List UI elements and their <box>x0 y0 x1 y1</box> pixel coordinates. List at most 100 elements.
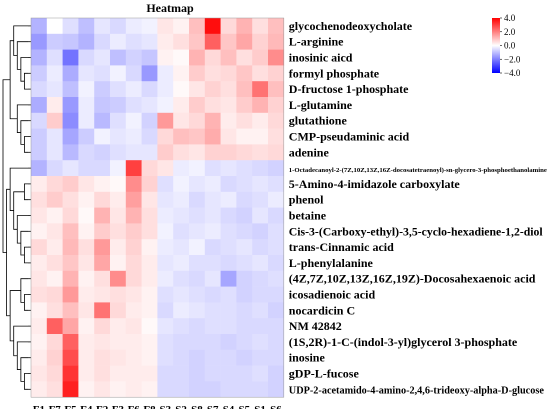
heatmap-cell <box>189 239 206 256</box>
heatmap-cell <box>268 286 285 303</box>
heatmap-cell <box>268 270 285 287</box>
heatmap-cell <box>204 176 221 193</box>
heatmap-cell <box>173 365 190 382</box>
heatmap-cell <box>94 128 111 145</box>
heatmap-cell <box>252 65 269 82</box>
heatmap-cell <box>173 144 190 161</box>
heatmap-cell <box>236 144 253 161</box>
heatmap-cell <box>62 33 79 50</box>
heatmap-cell <box>189 365 206 382</box>
heatmap-cell <box>125 334 142 351</box>
dendrogram-branch <box>6 188 11 317</box>
heatmap-cell <box>94 318 111 335</box>
heatmap-cell <box>157 223 174 240</box>
heatmap-cell <box>94 160 111 177</box>
heatmap-cell <box>31 128 48 145</box>
heatmap-cell <box>46 349 63 366</box>
heatmap-cell <box>94 255 111 272</box>
heatmap-cell <box>46 81 63 98</box>
heatmap-cell <box>110 191 127 208</box>
heatmap-cell <box>252 270 269 287</box>
heatmap-cell <box>157 381 174 398</box>
column-label: S2 <box>175 404 187 409</box>
heatmap-cell <box>189 207 206 224</box>
heatmap-cell <box>252 81 269 98</box>
heatmap-cell <box>220 81 237 98</box>
heatmap-cell <box>31 81 48 98</box>
heatmap-cell <box>46 239 63 256</box>
heatmap-cell <box>78 255 95 272</box>
heatmap-cell <box>110 176 127 193</box>
dendrogram-branch <box>16 215 28 244</box>
heatmap-cell <box>173 334 190 351</box>
heatmap-cell <box>236 286 253 303</box>
heatmap-cell <box>141 112 158 129</box>
dendrogram-branch <box>24 294 28 311</box>
heatmap-cell <box>78 349 95 366</box>
row-label: NM 42842 <box>289 319 342 333</box>
heatmap-cell <box>31 349 48 366</box>
row-labels: glycochenodeoxycholate L-arginine inosinic… <box>289 19 547 396</box>
heatmap-cell <box>141 318 158 335</box>
heatmap-cell <box>268 97 285 114</box>
heatmap-cell <box>220 128 237 145</box>
legend-tick-label: 4.0 <box>504 13 516 23</box>
heatmap-cell <box>31 381 48 398</box>
heatmap-cell <box>46 160 63 177</box>
heatmap-cell <box>268 176 285 193</box>
heatmap-cell <box>62 144 79 161</box>
column-label: S7 <box>207 404 219 409</box>
heatmap-cell <box>189 33 206 50</box>
column-label: S6 <box>270 404 282 409</box>
heatmap-cell <box>173 112 190 129</box>
heatmap-cell <box>125 365 142 382</box>
heatmap-cell <box>220 381 237 398</box>
heatmap-cell <box>268 334 285 351</box>
chart-title: Heatmap <box>146 1 194 15</box>
heatmap-cell <box>31 49 48 66</box>
heatmap-cell <box>110 33 127 50</box>
heatmap-cell <box>189 334 206 351</box>
heatmap-cell <box>157 334 174 351</box>
heatmap-cell <box>31 365 48 382</box>
heatmap-cell <box>173 318 190 335</box>
heatmap-cell <box>125 349 142 366</box>
heatmap-cell <box>173 223 190 240</box>
column-label: F3 <box>112 404 125 409</box>
heatmap-cell <box>141 33 158 50</box>
heatmap-cell <box>46 255 63 272</box>
heatmap-cell <box>157 112 174 129</box>
heatmap-cell <box>204 302 221 319</box>
heatmap-cell <box>204 97 221 114</box>
heatmap-cell <box>110 18 127 35</box>
heatmap-cell <box>189 18 206 35</box>
heatmap-cell <box>268 349 285 366</box>
heatmap-cell <box>268 255 285 272</box>
dendrogram-branch <box>24 373 28 390</box>
heatmap-cell <box>141 381 158 398</box>
heatmap-cell <box>125 270 142 287</box>
heatmap-cell <box>204 239 221 256</box>
heatmap-cell <box>31 255 48 272</box>
heatmap-cell <box>110 81 127 98</box>
color-legend: 4.0 2.0 0.0 −2.0 −4.0 <box>492 13 521 78</box>
row-label: L-glutamine <box>289 98 353 112</box>
legend-tick-label: 2.0 <box>504 27 516 37</box>
heatmap-cell <box>204 81 221 98</box>
heatmap-cell <box>236 334 253 351</box>
heatmap-cell <box>110 270 127 287</box>
heatmap-cell <box>62 81 79 98</box>
heatmap-cell <box>157 286 174 303</box>
heatmap-cell <box>31 112 48 129</box>
heatmap-cell <box>110 97 127 114</box>
heatmap-cell <box>110 286 127 303</box>
heatmap-cell <box>189 112 206 129</box>
heatmap-cell <box>110 239 127 256</box>
heatmap-cell <box>141 144 158 161</box>
heatmap-cell <box>31 318 48 335</box>
heatmap-cell <box>46 318 63 335</box>
heatmap-cell <box>125 33 142 50</box>
heatmap-cell <box>78 176 95 193</box>
heatmap-cell <box>236 255 253 272</box>
heatmap-cell <box>110 65 127 82</box>
